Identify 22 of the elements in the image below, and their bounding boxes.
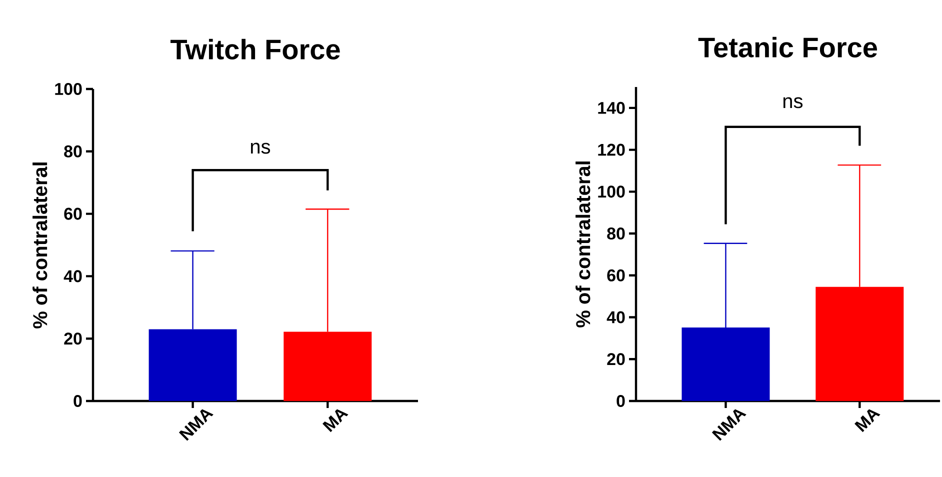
y-tick-label: 40 — [64, 270, 82, 282]
x-tick-label: MA — [854, 409, 880, 432]
y-tick-label: 140 — [598, 102, 625, 114]
y-tick-label: 40 — [606, 311, 625, 324]
y-tick-label: 80 — [64, 145, 82, 158]
y-tick-label: 60 — [607, 269, 625, 282]
y-axis-title: % of contralateral — [32, 162, 48, 328]
y-tick-label: 0 — [74, 394, 82, 408]
y-tick-label: 20 — [607, 353, 625, 366]
y-tick-label: 80 — [607, 228, 625, 240]
y-tick-label: 0 — [616, 394, 625, 408]
y-tick-label: 60 — [64, 208, 82, 220]
chart-title: Twitch Force — [170, 38, 340, 60]
y-tick-label: 120 — [598, 144, 625, 156]
annotation: ns — [783, 97, 803, 108]
y-tick-label: 20 — [64, 332, 82, 345]
x-tick-label: MA — [322, 409, 348, 432]
y-axis-title: % of contralateral — [576, 162, 590, 328]
annotation: ns — [250, 142, 270, 154]
chart-title: Tetanic Force — [698, 36, 878, 58]
y-tick-label: 100 — [598, 186, 625, 198]
y-tick-label: 100 — [55, 82, 82, 96]
